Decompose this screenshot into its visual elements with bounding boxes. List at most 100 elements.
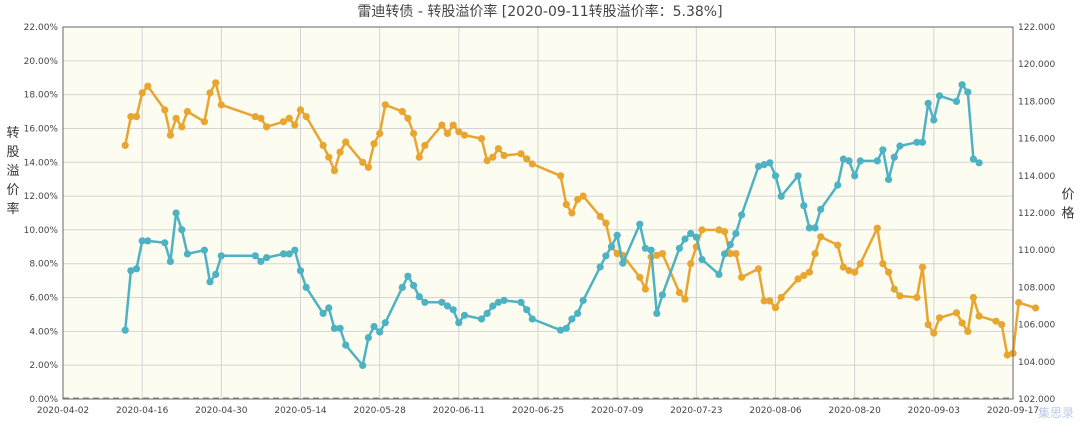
premium-point	[958, 319, 966, 327]
price-point	[687, 229, 695, 238]
premium-point	[200, 118, 208, 126]
price-point	[834, 181, 842, 189]
price-point	[658, 291, 667, 299]
premium-point	[964, 327, 972, 335]
premium-point	[998, 321, 1006, 329]
price-point	[856, 157, 864, 165]
price-point	[579, 296, 587, 304]
price-point	[460, 311, 469, 319]
premium-point	[992, 317, 1000, 325]
price-point	[438, 298, 446, 306]
axis-label-glyph: 股	[6, 145, 19, 160]
premium-point	[285, 114, 293, 122]
premium-point	[336, 148, 344, 156]
price-point	[873, 157, 881, 165]
price-point	[952, 97, 961, 105]
price-point	[613, 231, 621, 239]
axis-ticks: 0.00% 2.00% 4.00% 6.00% 8.00% 10.00% 12.00% 14.…	[24, 23, 1056, 416]
price-point	[890, 153, 898, 161]
premium-point	[851, 268, 859, 276]
price-point	[958, 81, 966, 89]
premium-point	[715, 226, 723, 234]
price-point	[257, 257, 265, 265]
x-tick-label: 2020-05-28	[354, 406, 407, 416]
premium-point	[438, 121, 446, 129]
x-tick-label: 2020-04-16	[116, 406, 169, 416]
price-point	[817, 205, 825, 213]
premium-point	[873, 224, 881, 232]
price-point	[217, 252, 225, 260]
price-point	[760, 161, 768, 169]
x-tick-label: 2020-07-23	[670, 406, 722, 416]
premium-point	[834, 241, 842, 249]
price-point	[641, 244, 650, 252]
price-point	[415, 293, 423, 301]
price-point	[398, 283, 406, 291]
premium-point	[771, 304, 780, 312]
premium-point	[568, 209, 576, 217]
y-left-tick-label: 12.00%	[24, 192, 59, 202]
price-point	[698, 255, 706, 264]
premium-point	[596, 212, 604, 220]
price-point	[161, 239, 169, 247]
premium-point	[839, 263, 848, 271]
premium-point	[263, 123, 271, 131]
premium-point	[732, 250, 740, 258]
price-point	[381, 319, 389, 327]
price-point	[777, 192, 785, 200]
price-point	[132, 265, 141, 273]
y-left-tick-label: 16.00%	[24, 124, 59, 134]
y-right-tick-label: 106.000	[1018, 321, 1055, 331]
y-left-tick-label: 18.00%	[24, 91, 59, 101]
premium-point	[653, 251, 661, 259]
premium-point	[483, 157, 491, 165]
y-left-tick-label: 2.00%	[29, 361, 58, 371]
price-point	[449, 306, 457, 314]
price-point	[183, 250, 191, 258]
price-point	[517, 298, 525, 306]
price-point	[370, 322, 378, 331]
premium-point	[658, 250, 667, 258]
axis-label-glyph: 价	[1061, 188, 1074, 203]
premium-point	[517, 150, 525, 158]
premium-point	[754, 265, 763, 273]
price-point	[404, 272, 412, 280]
y-left-tick-label: 22.00%	[24, 23, 59, 33]
price-point	[263, 254, 271, 262]
premium-point	[675, 288, 684, 297]
y-right-tick-label: 118.000	[1018, 97, 1055, 107]
price-point	[975, 159, 983, 167]
price-point	[845, 157, 853, 165]
premium-point	[500, 151, 508, 160]
premium-point	[257, 114, 265, 122]
price-point	[172, 209, 180, 217]
price-point	[443, 302, 452, 310]
price-point	[766, 159, 774, 167]
premium-point	[330, 167, 338, 175]
premium-point	[845, 266, 853, 275]
premium-point	[975, 312, 983, 320]
price-point	[359, 361, 367, 370]
gridlines	[62, 26, 1014, 400]
premium-point	[766, 297, 774, 305]
price-point	[285, 250, 293, 258]
premium-point	[579, 192, 587, 200]
premium-point	[777, 293, 785, 302]
x-tick-label: 2020-08-20	[829, 406, 882, 416]
price-point	[653, 309, 661, 317]
x-tick-label: 2020-08-06	[749, 406, 802, 416]
premium-point	[918, 263, 927, 271]
price-point	[607, 242, 616, 251]
y-right-tick-label: 112.000	[1018, 209, 1055, 219]
premium-point	[127, 113, 135, 121]
price-point	[336, 324, 344, 332]
y-left-tick-label: 0.00%	[29, 395, 58, 405]
premium-point	[557, 172, 565, 180]
price-point	[681, 235, 689, 243]
price-point	[291, 246, 299, 254]
price-point	[557, 326, 565, 334]
price-point	[127, 267, 135, 275]
price-point	[726, 241, 734, 249]
premium-point	[574, 195, 582, 204]
